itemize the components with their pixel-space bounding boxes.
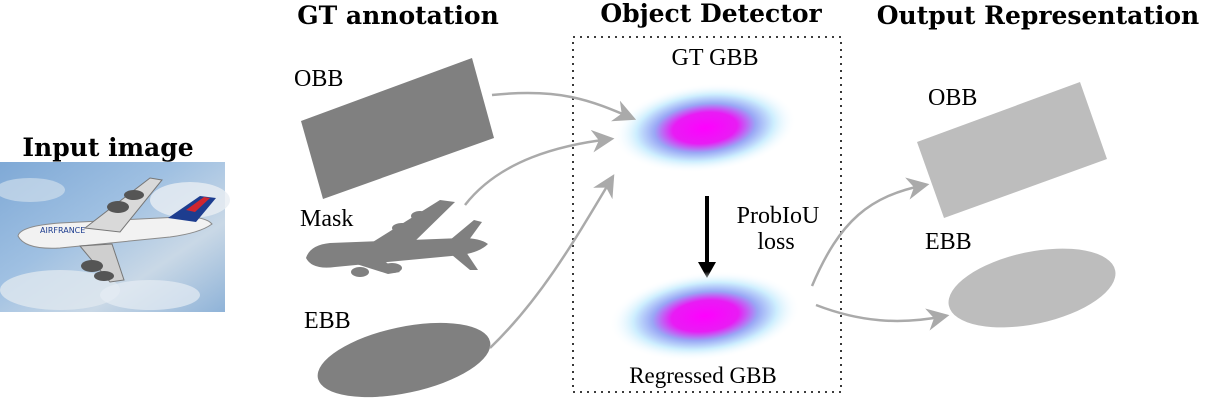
probiou-label: ProbIoU xyxy=(737,203,820,229)
output-section: Output Representation OBB EBB xyxy=(877,1,1199,328)
gt-gbb-blob xyxy=(613,83,797,173)
arrow-gt-obb-to-gbb xyxy=(491,91,637,122)
plane-livery-text: AIRFRANCE xyxy=(40,226,85,235)
object-detector-section: Object Detector GT GBB ProbIoU loss Regr… xyxy=(572,0,842,393)
output-representation-title: Output Representation xyxy=(877,1,1199,30)
gt-gbb-label: GT GBB xyxy=(672,45,759,71)
regressed-gbb-label: Regressed GBB xyxy=(629,363,777,388)
output-ebb-label: EBB xyxy=(925,229,972,255)
input-photo: AIRFRANCE xyxy=(0,162,230,312)
output-ebb-shape xyxy=(948,248,1116,328)
gt-ebb-label: EBB xyxy=(304,308,351,334)
airplane-icon: AIRFRANCE xyxy=(17,177,216,283)
gt-mask-label: Mask xyxy=(300,206,353,232)
gt-obb-shape xyxy=(301,58,494,199)
gt-annotation-section: GT annotation OBB Mask EBB xyxy=(294,1,499,398)
detector-dotted-box xyxy=(572,36,842,393)
regressed-gbb-blob xyxy=(609,271,801,361)
arrow-to-output-obb xyxy=(810,177,930,287)
object-detector-title: Object Detector xyxy=(600,0,822,28)
gt-mask-airplane-shape xyxy=(306,200,488,277)
input-image-title: Input image xyxy=(22,133,193,162)
arrow-gt-mask-to-gbb xyxy=(464,129,615,206)
loss-label: loss xyxy=(757,229,794,255)
arrow-gt-ebb-to-gbb xyxy=(489,174,615,349)
connector-arrows xyxy=(464,91,950,349)
gt-obb-label: OBB xyxy=(294,66,343,92)
arrow-to-output-ebb xyxy=(815,303,950,331)
input-section: Input image AIRFRANCE xyxy=(0,133,230,312)
output-obb-shape xyxy=(917,82,1107,218)
output-obb-label: OBB xyxy=(928,85,977,111)
gt-ebb-shape xyxy=(317,322,491,398)
gt-annotation-title: GT annotation xyxy=(297,1,499,30)
